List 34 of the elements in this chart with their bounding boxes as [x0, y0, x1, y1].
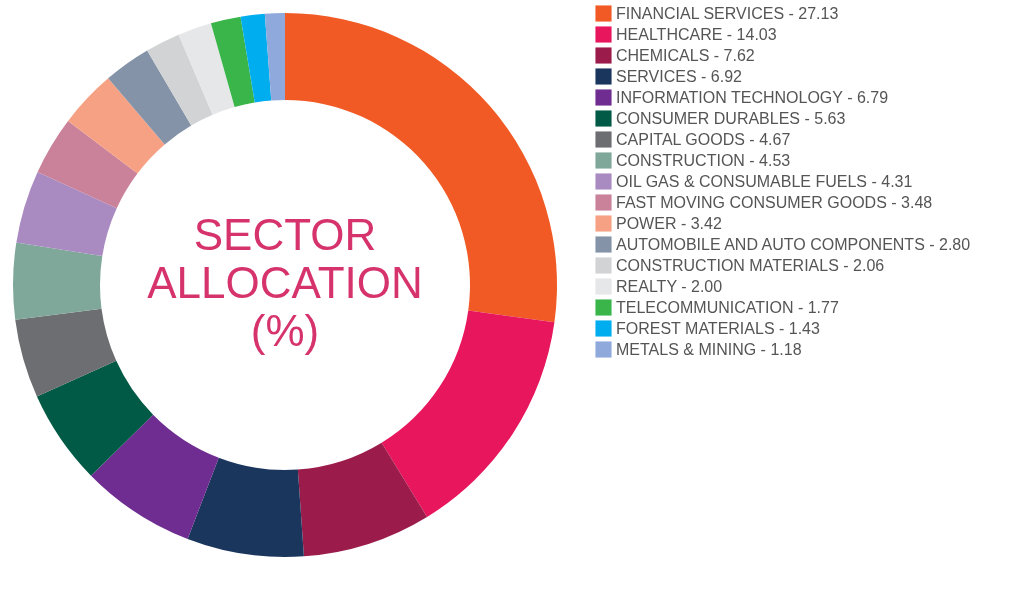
donut-slice: [240, 13, 272, 103]
legend-label: OIL GAS & CONSUMABLE FUELS - 4.31: [616, 172, 913, 190]
donut-slice: [16, 172, 117, 257]
donut-slice: [264, 13, 285, 101]
legend-label: FOREST MATERIALS - 1.43: [616, 319, 821, 337]
legend-label: CAPITAL GOODS - 4.67: [616, 130, 791, 148]
legend-label: METALS & MINING - 1.18: [616, 340, 802, 358]
donut-slice: [147, 34, 213, 126]
donut-slice: [187, 457, 304, 557]
legend-label: SERVICES - 6.92: [616, 67, 743, 85]
donut-slice: [178, 23, 235, 115]
donut-slice: [108, 50, 192, 145]
donut-slice: [37, 120, 138, 209]
donut-slice: [13, 242, 103, 320]
donut-slice: [15, 308, 117, 397]
legend-label: HEALTHCARE - 14.03: [616, 25, 777, 43]
donut-slice: [91, 414, 219, 539]
legend-label: REALTY - 2.00: [616, 277, 723, 295]
legend-label: CONSTRUCTION - 4.53: [616, 151, 791, 169]
legend-label: CHEMICALS - 7.62: [616, 46, 755, 64]
donut-slice: [297, 442, 428, 557]
legend-label: INFORMATION TECHNOLOGY - 6.79: [616, 88, 889, 106]
legend-label: TELECOMMUNICATION - 1.77: [616, 298, 839, 316]
donut-slice: [210, 16, 255, 107]
donut-slice: [381, 310, 555, 517]
legend-label: CONSUMER DURABLES - 5.63: [616, 109, 846, 127]
legend-label: FAST MOVING CONSUMER GOODS - 3.48: [616, 193, 933, 211]
legend-label: AUTOMOBILE AND AUTO COMPONENTS - 2.80: [616, 235, 971, 253]
donut-slice: [36, 360, 154, 476]
text: SECTOR ALLOCATION (%): [147, 210, 423, 355]
legend-label: CONSTRUCTION MATERIALS - 2.06: [616, 256, 885, 274]
donut-slice: [68, 78, 165, 174]
legend-label: FINANCIAL SERVICES - 27.13: [616, 4, 839, 22]
legend-label: POWER - 3.42: [616, 214, 722, 232]
